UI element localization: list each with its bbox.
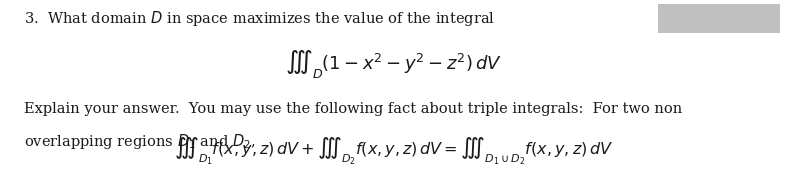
Text: $\iiint_{D_1} f(x,y,z)\, dV + \iiint_{D_2} f(x,y,z)\, dV = \iiint_{D_1 \cup D_2}: $\iiint_{D_1} f(x,y,z)\, dV + \iiint_{D_… xyxy=(174,135,614,167)
Text: $\iiint_{D} (1 - x^2 - y^2 - z^2)\, dV$: $\iiint_{D} (1 - x^2 - y^2 - z^2)\, dV$ xyxy=(285,48,503,80)
Text: Explain your answer.  You may use the following fact about triple integrals:  Fo: Explain your answer. You may use the fol… xyxy=(24,102,682,117)
Text: 3.  What domain $D$ in space maximizes the value of the integral: 3. What domain $D$ in space maximizes th… xyxy=(24,9,495,28)
Bar xyxy=(658,4,780,33)
Text: overlapping regions $D_1$ and $D_2$,: overlapping regions $D_1$ and $D_2$, xyxy=(24,132,255,151)
